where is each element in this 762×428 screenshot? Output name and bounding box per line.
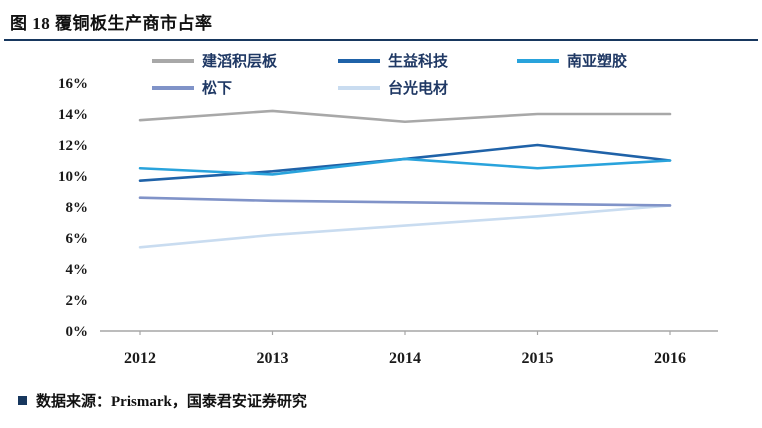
source-note: 数据来源：Prismark，国泰君安证券研究	[0, 386, 762, 411]
y-tick-label: 10%	[58, 169, 88, 185]
chart-canvas: 0% 2% 4% 6% 8% 10% 12% 14% 16% 2012 2013 2014 2015 20…	[58, 52, 718, 367]
legend-item-label: 生益科技	[388, 52, 449, 70]
x-tick-label: 2015	[522, 350, 554, 367]
y-tick-label: 16%	[58, 76, 88, 92]
series-line-2	[138, 157, 672, 176]
market-share-chart: 0% 2% 4% 6% 8% 10% 12% 14% 16% 2012 2013 2014 2015 20…	[0, 41, 762, 386]
series-line-4	[138, 204, 672, 249]
x-tick-label: 2012	[124, 350, 156, 367]
series-line-3	[138, 196, 672, 207]
x-tick-label: 2016	[654, 350, 686, 367]
y-tick-label: 4%	[66, 262, 89, 278]
legend-item-label: 松下	[202, 79, 232, 97]
y-tick-label: 0%	[66, 324, 89, 340]
source-bullet-icon	[18, 396, 27, 405]
y-tick-label: 6%	[66, 231, 89, 247]
figure-title: 图 18 覆铜板生产商市占率	[10, 14, 213, 33]
y-tick-label: 8%	[66, 200, 89, 216]
y-tick-label: 14%	[58, 107, 88, 123]
figure-header: 图 18 覆铜板生产商市占率	[0, 0, 762, 34]
x-tick-label: 2014	[389, 350, 421, 367]
x-tick-label: 2013	[257, 350, 289, 367]
figure-underline	[4, 39, 758, 41]
source-text: 数据来源：Prismark，国泰君安证券研究	[36, 394, 307, 410]
legend-item-label: 南亚塑胶	[567, 52, 627, 70]
y-tick-label: 12%	[58, 138, 88, 154]
y-tick-label: 2%	[66, 293, 89, 309]
series-line-0	[138, 109, 672, 124]
legend-item-label: 台光电材	[388, 79, 448, 97]
legend-item-label: 建滔积层板	[202, 52, 278, 70]
series-line-1	[138, 143, 672, 182]
